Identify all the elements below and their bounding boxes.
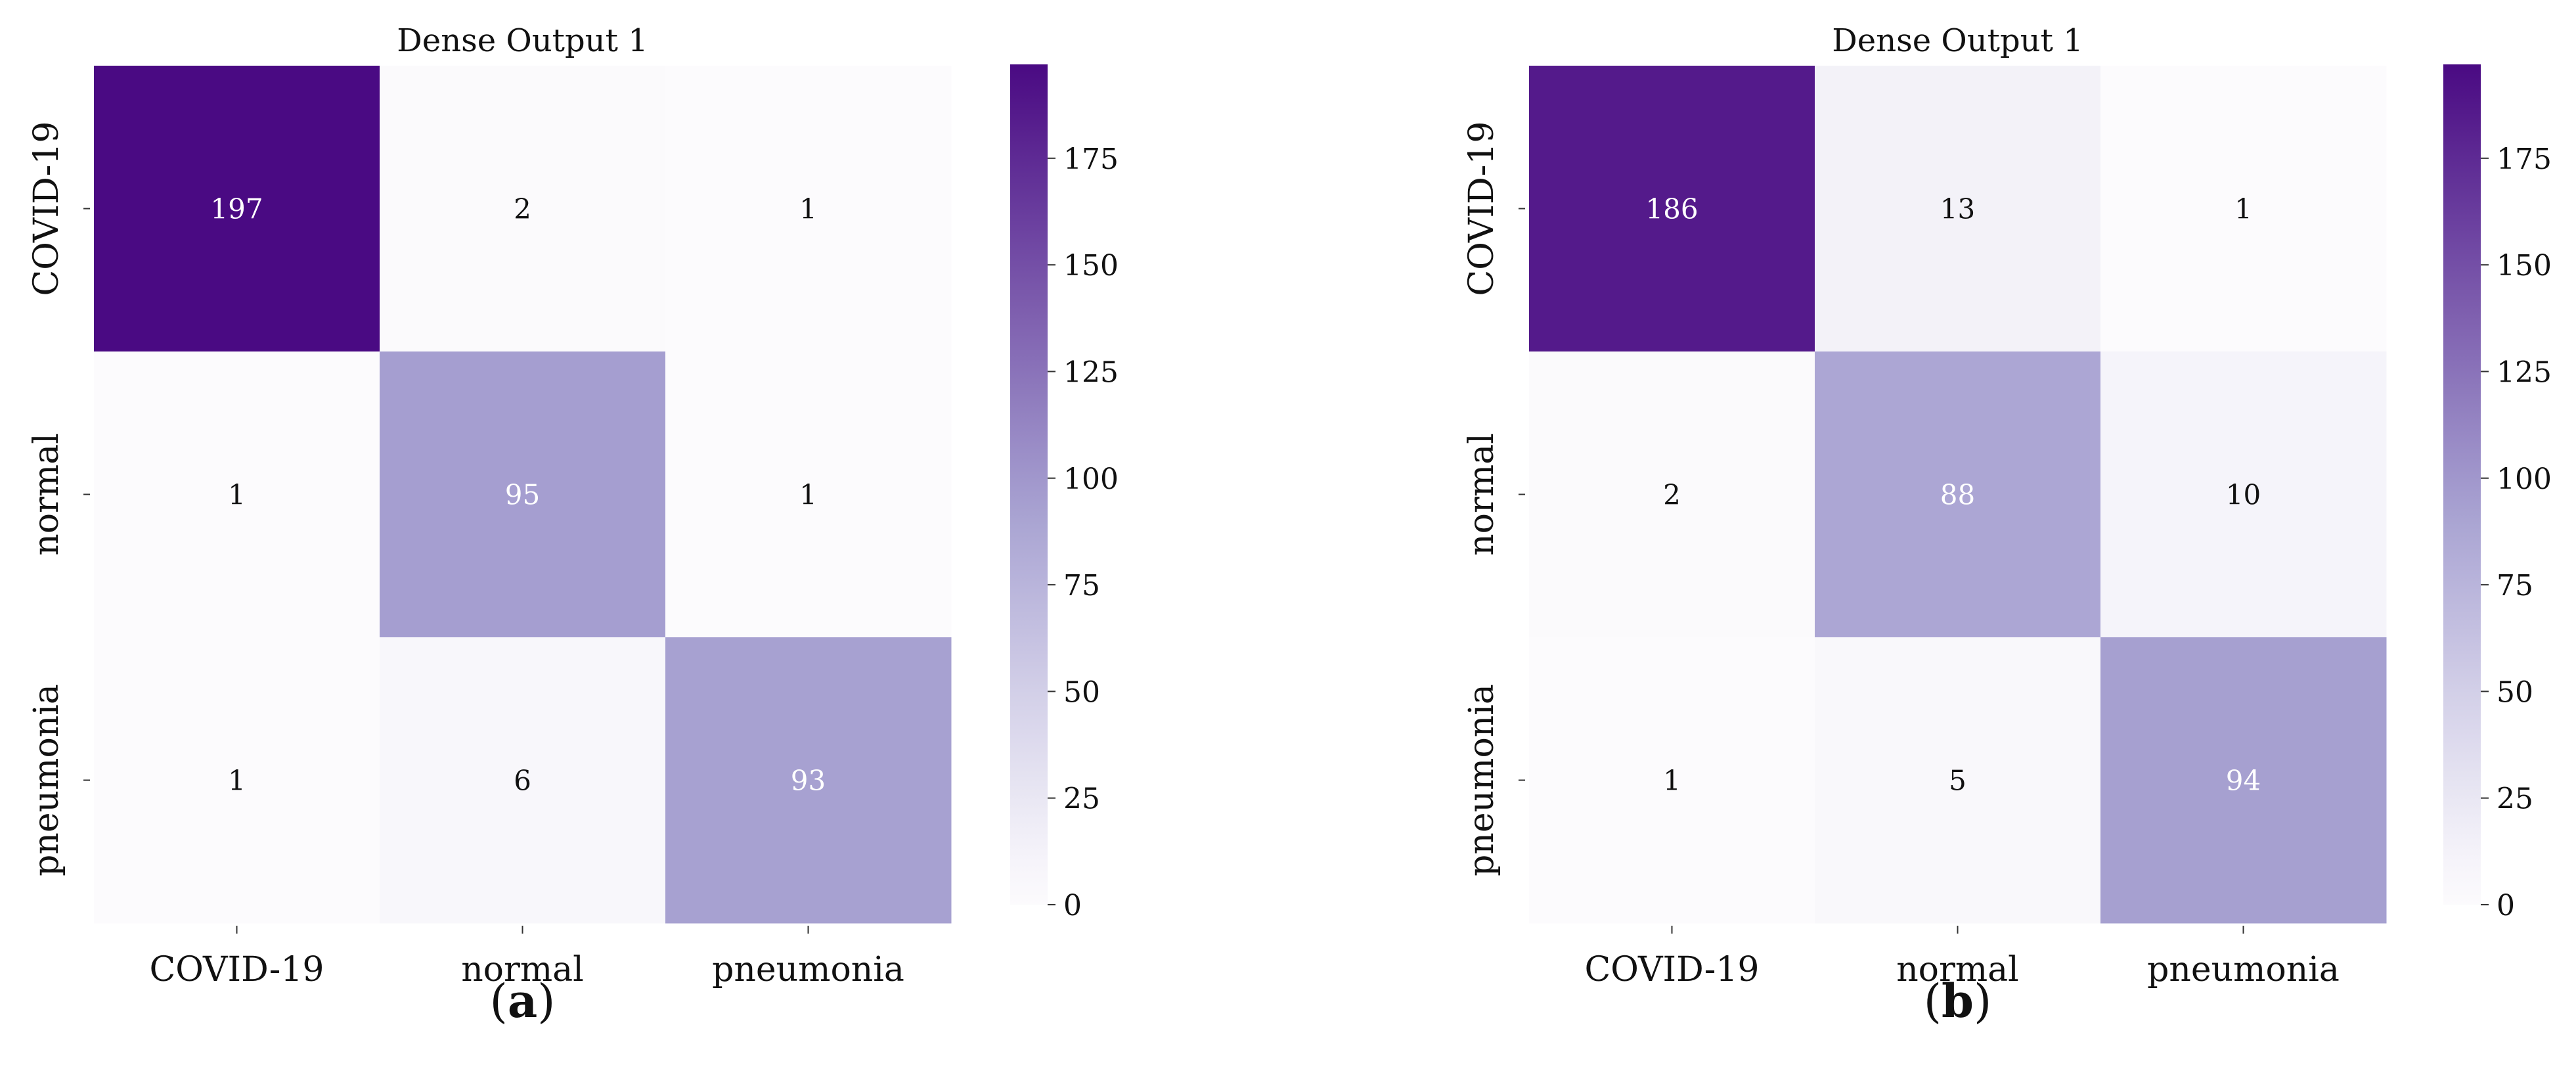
x-tick-label: pneumonia [712, 950, 904, 989]
cell-value-label: 1 [2234, 193, 2252, 225]
x-tick-label: pneumonia [2147, 950, 2340, 989]
heatmap-cell [1815, 637, 2101, 924]
cell-value-label: 2 [1663, 479, 1681, 511]
x-tick-label: COVID-19 [1585, 950, 1760, 989]
cell-value-label: 186 [1645, 193, 1698, 225]
cell-value-label: 1 [799, 193, 817, 225]
panel-label: (a) [490, 974, 556, 1028]
colorbar-tick-label: 25 [2497, 782, 2533, 816]
colorbar-tick-label: 0 [2497, 889, 2515, 922]
cell-value-label: 88 [1940, 479, 1975, 511]
heatmap-cell [1529, 66, 1815, 352]
cell-value-label: 5 [1949, 765, 1966, 797]
cell-value-label: 1 [228, 479, 246, 511]
heatmap-cell [1529, 637, 1815, 924]
cell-value-label: 94 [2226, 765, 2261, 797]
x-tick-label: normal [1896, 950, 2019, 989]
heatmap-cell [380, 637, 666, 924]
colorbar-tick-label: 100 [2497, 463, 2552, 496]
colorbar [2443, 64, 2481, 905]
x-tick-label: normal [461, 950, 584, 989]
chart-title: Dense Output 1 [397, 22, 648, 59]
heatmap-cell [2100, 66, 2387, 352]
y-tick-label: pneumonia [1462, 684, 1501, 876]
cell-value-label: 197 [210, 193, 263, 225]
colorbar [1010, 64, 1048, 905]
y-tick-label: COVID-19 [1462, 122, 1501, 296]
y-tick-label: normal [1462, 433, 1501, 556]
cell-value-label: 10 [2226, 479, 2261, 511]
heatmap-panel-b: Dense Output 1 186 13 1 2 88 10 1 5 94 COVID-19 nor… [1462, 22, 2552, 1028]
x-tick-label: COVID-19 [150, 950, 324, 989]
colorbar-tick-label: 50 [1063, 675, 1100, 709]
heatmap-cell [665, 637, 952, 924]
colorbar-tick-label: 0 [1063, 889, 1082, 922]
cell-value-label: 93 [791, 765, 826, 797]
heatmap-cell [94, 637, 380, 924]
heatmap-cell [94, 351, 380, 638]
heatmap-cell [2100, 637, 2387, 924]
y-tick-label: COVID-19 [27, 122, 66, 296]
cell-value-label: 6 [514, 765, 531, 797]
y-tick-label: normal [27, 433, 66, 556]
heatmap-panel-a: Dense Output 1 197 2 1 1 95 1 1 6 93 COVID-19 norma… [27, 22, 1119, 1028]
colorbar-tick-label: 150 [1063, 249, 1119, 283]
colorbar-tick-label: 175 [1063, 143, 1119, 176]
cell-value-label: 1 [228, 765, 246, 797]
colorbar-tick-label: 125 [2497, 355, 2552, 389]
heatmap-cell [380, 66, 666, 352]
heatmap-cell [94, 66, 380, 352]
heatmap-cell [380, 351, 666, 638]
colorbar-tick-label: 175 [2497, 143, 2552, 176]
heatmap-cell [1815, 66, 2101, 352]
cell-value-label: 13 [1940, 193, 1975, 225]
cell-value-label: 2 [514, 193, 531, 225]
chart-title: Dense Output 1 [1832, 22, 2083, 59]
heatmap-cell [1815, 351, 2101, 638]
heatmap-cell [665, 66, 952, 352]
heatmap-cell [2100, 351, 2387, 638]
cell-value-label: 95 [505, 479, 540, 511]
colorbar-tick-label: 25 [1063, 782, 1100, 816]
cell-value-label: 1 [1663, 765, 1681, 797]
cell-value-label: 1 [799, 479, 817, 511]
colorbar-tick-label: 75 [2497, 569, 2533, 602]
colorbar-tick-label: 50 [2497, 675, 2533, 709]
heatmap-cell [1529, 351, 1815, 638]
panel-label: (b) [1924, 974, 1992, 1028]
colorbar-tick-label: 125 [1063, 355, 1119, 389]
colorbar-tick-label: 150 [2497, 249, 2552, 283]
y-tick-label: pneumonia [27, 684, 66, 876]
colorbar-tick-label: 100 [1063, 463, 1119, 496]
colorbar-tick-label: 75 [1063, 569, 1100, 602]
heatmap-cell [665, 351, 952, 638]
